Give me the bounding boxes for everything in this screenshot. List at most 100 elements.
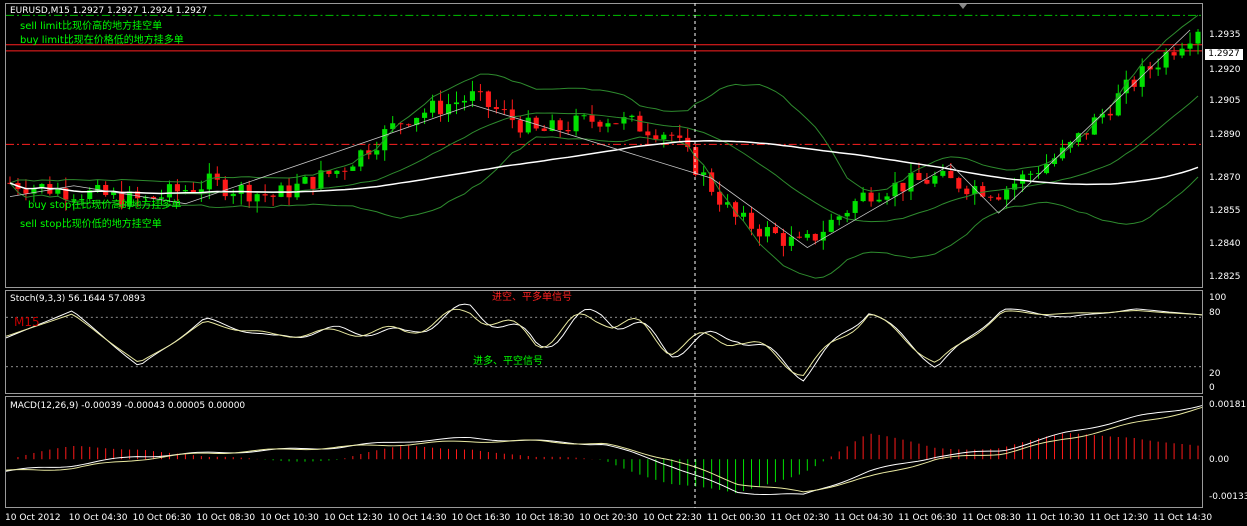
bear-candle [310, 176, 316, 189]
bear-candle [589, 115, 595, 122]
bear-candle [557, 120, 563, 130]
bull-candle [661, 134, 667, 140]
bear-candle [613, 123, 619, 125]
time-tick: 10 Oct 18:30 [515, 513, 575, 523]
bollinger-upper [9, 14, 1199, 192]
price-chart-pane[interactable]: EURUSD,M15 1.2927 1.2927 1.2924 1.2927 s… [5, 3, 1203, 288]
bull-candle [1123, 79, 1129, 94]
bear-candle [988, 196, 994, 198]
bull-candle [461, 100, 468, 103]
bear-candle [437, 100, 444, 115]
price-axis: 1.2935 1.2920 1.2905 1.2890 1.2870 1.285… [1204, 3, 1247, 288]
bull-candle [892, 182, 898, 197]
stoch-signal-line [6, 308, 1202, 376]
bear-candle [812, 233, 818, 241]
bull-candle [453, 102, 460, 105]
bear-candle [948, 171, 954, 179]
bull-candle [158, 197, 165, 199]
time-tick: 10 Oct 10:30 [260, 513, 319, 523]
bull-candle [1187, 43, 1193, 49]
time-tick: 11 Oct 04:30 [834, 513, 894, 523]
macd-pane[interactable]: MACD(12,26,9) -0.00039 -0.00043 0.00005 … [5, 396, 1203, 508]
bull-candle [804, 233, 810, 238]
price-chart-plot[interactable] [6, 4, 1202, 287]
bull-candle [469, 91, 475, 101]
bull-candle [1195, 31, 1201, 44]
bull-candle [1051, 158, 1058, 164]
time-tick: 11 Oct 02:30 [770, 513, 830, 523]
bear-candle [900, 182, 906, 192]
bull-candle [55, 188, 61, 194]
bear-candle [262, 194, 268, 196]
bear-candle [103, 184, 109, 196]
bull-candle [820, 231, 826, 241]
bull-candle [358, 150, 364, 167]
bull-candle [334, 170, 340, 174]
sell-stop-note: sell stop比现价低的地方挂空单 [20, 219, 162, 230]
bear-candle [477, 91, 483, 93]
bull-candle [318, 170, 324, 189]
bear-candle [533, 117, 539, 129]
bull-candle [350, 166, 356, 171]
bear-candle [485, 91, 491, 108]
bull-candle [740, 212, 747, 217]
bull-candle [764, 227, 771, 237]
bull-candle [573, 115, 579, 132]
bear-candle [23, 189, 29, 194]
bear-candle [796, 236, 802, 238]
macd-plot[interactable] [6, 397, 1202, 507]
bull-candle [549, 120, 555, 131]
bear-candle [717, 191, 723, 205]
bull-candle [71, 199, 77, 201]
bull-candle [1179, 48, 1185, 56]
stochastic-pane[interactable]: Stoch(9,3,3) 56.1644 57.0893 M15 进空、平多单信… [5, 290, 1203, 394]
bear-candle [406, 124, 412, 126]
candles-group [7, 29, 1201, 257]
bear-candle [398, 123, 404, 125]
bull-candle [95, 184, 101, 191]
price-tick: 1.2855 [1209, 206, 1241, 216]
macd-tick: -0.00133 [1209, 492, 1247, 502]
macd-axis: 0.00181 0.00 -0.00133 [1204, 396, 1247, 508]
bear-candle [214, 173, 220, 180]
bear-candle [150, 196, 157, 199]
stoch-header: Stoch(9,3,3) 56.1644 57.0893 [10, 294, 146, 304]
bull-candle [422, 112, 428, 118]
sell-limit-note: sell limit比现价高的地方挂空单 [20, 21, 163, 32]
bear-candle [222, 179, 228, 197]
bull-candle [198, 189, 204, 193]
symbol-header: EURUSD,M15 1.2927 1.2927 1.2924 1.2927 [10, 6, 208, 16]
bear-candle [685, 137, 691, 148]
macd-signal-line [6, 406, 1202, 493]
time-tick: 10 Oct 20:30 [579, 513, 638, 523]
bull-candle [1020, 174, 1026, 184]
bull-candle [860, 192, 866, 202]
price-tick: 1.2890 [1209, 130, 1241, 140]
time-tick: 11 Oct 10:30 [1025, 513, 1085, 523]
time-tick: 10 Oct 08:30 [196, 513, 256, 523]
bull-candle [390, 123, 396, 130]
bear-candle [996, 197, 1002, 200]
bull-candle [182, 190, 188, 192]
macd-tick: 0.00181 [1209, 400, 1247, 410]
time-tick: 10 Oct 06:30 [132, 513, 192, 523]
stoch-tick: 80 [1209, 308, 1221, 318]
price-tick: 1.2935 [1209, 30, 1241, 40]
buy-limit-note: buy limit比现在价格低的地方挂多单 [20, 35, 184, 46]
macd-tick: 0.00 [1209, 455, 1230, 465]
bear-candle [653, 135, 659, 140]
price-tick: 1.2870 [1209, 173, 1241, 183]
bear-candle [645, 131, 651, 136]
bull-candle [230, 193, 236, 197]
bull-candle [1099, 113, 1105, 118]
bear-candle [980, 186, 986, 197]
price-tick: 1.2840 [1209, 239, 1241, 249]
bear-candle [517, 120, 523, 133]
bull-candle [1035, 173, 1042, 175]
stochastic-plot[interactable] [6, 291, 1202, 393]
time-tick: 10 Oct 16:30 [451, 513, 511, 523]
bull-candle [374, 150, 380, 155]
bull-candle [701, 172, 707, 175]
bull-candle [972, 186, 978, 195]
